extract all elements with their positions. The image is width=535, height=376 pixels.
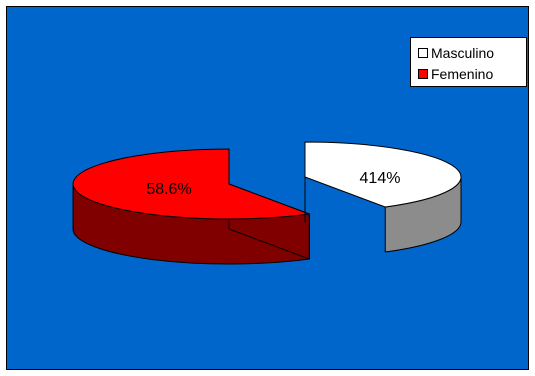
slice-femenino	[72, 148, 310, 265]
chart-frame: 58.6% 414% Masculino Femenino	[6, 6, 529, 370]
legend-swatch-masculino	[418, 48, 428, 58]
slice-top-femenino	[72, 148, 310, 220]
legend-item-masculino: Masculino	[418, 45, 494, 61]
legend-swatch-femenino	[418, 69, 428, 79]
data-label-masculino: 414%	[360, 170, 401, 187]
legend-item-femenino: Femenino	[418, 66, 493, 82]
legend: Masculino Femenino	[410, 37, 527, 87]
slice-top-masculino	[304, 141, 462, 208]
legend-label-femenino: Femenino	[431, 66, 494, 82]
data-label-femenino: 58.6%	[146, 181, 191, 198]
slice-masculino	[304, 141, 462, 253]
legend-label-masculino: Masculino	[431, 45, 495, 61]
